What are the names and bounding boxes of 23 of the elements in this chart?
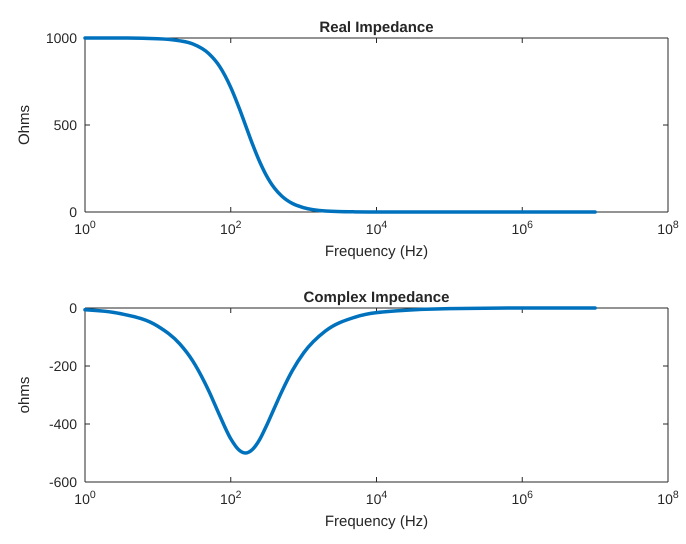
x-tick-label: 10$^{6}$ bbox=[512, 219, 534, 237]
x-tick-label: 10$^{0}$ bbox=[74, 219, 96, 237]
x-tick-label: 10$^{8}$ bbox=[657, 489, 679, 507]
chart-title: Complex Impedance bbox=[304, 289, 450, 306]
y-axis-title: Ohms bbox=[16, 104, 33, 146]
x-tick-label: 10$^{2}$ bbox=[220, 219, 242, 237]
x-tick-label: 10$^{8}$ bbox=[657, 219, 679, 237]
y-tick-label: -600 bbox=[48, 474, 78, 490]
y-tick-label: 1000 bbox=[46, 30, 78, 46]
y-tick-label: 500 bbox=[54, 116, 78, 133]
y-tick-label: -200 bbox=[48, 358, 78, 374]
y-axis-title: ohms bbox=[16, 376, 33, 414]
x-axis-title: Frequency (Hz) bbox=[324, 243, 428, 260]
x-tick-label: 10$^{0}$ bbox=[74, 489, 96, 507]
y-tick-label: 0 bbox=[69, 204, 78, 220]
chart-title: Real Impedance bbox=[319, 19, 434, 36]
x-tick-label: 10$^{4}$ bbox=[366, 489, 388, 507]
x-tick-label: 10$^{6}$ bbox=[512, 489, 534, 507]
x-axis-title: Frequency (Hz) bbox=[324, 513, 428, 530]
y-tick-label: -400 bbox=[48, 416, 78, 432]
x-tick-label: 10$^{2}$ bbox=[220, 489, 242, 507]
y-tick-label: 0 bbox=[69, 300, 78, 316]
x-tick-label: 10$^{4}$ bbox=[366, 219, 388, 237]
